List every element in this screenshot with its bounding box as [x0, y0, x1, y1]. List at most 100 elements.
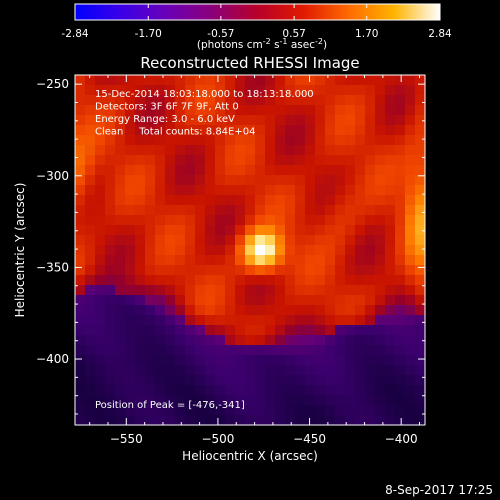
heatmap-cell: [235, 205, 246, 216]
heatmap-cell: [215, 265, 226, 276]
info-line: Clean Total counts: 8.84E+04: [95, 127, 255, 138]
heatmap-cell: [245, 355, 256, 366]
heatmap-cell: [325, 285, 336, 296]
heatmap-cell: [335, 225, 346, 236]
heatmap-cell: [215, 255, 226, 266]
heatmap-cell: [275, 285, 286, 296]
heatmap-cell: [315, 205, 326, 216]
heatmap-cell: [235, 195, 246, 206]
heatmap-cell: [305, 315, 316, 326]
heatmap-cell: [395, 365, 406, 376]
heatmap-cell: [395, 105, 406, 116]
heatmap-cell: [395, 255, 406, 266]
heatmap-cell: [225, 85, 236, 96]
heatmap-cell: [355, 355, 366, 366]
heatmap-cell: [145, 315, 156, 326]
heatmap-cell: [205, 415, 216, 426]
heatmap-cell: [105, 235, 116, 246]
heatmap-cell: [185, 295, 196, 306]
heatmap-cell: [305, 255, 316, 266]
heatmap-cell: [285, 335, 296, 346]
heatmap-cell: [105, 375, 116, 386]
plot-frame: [74, 74, 426, 426]
heatmap-cell: [325, 105, 336, 116]
heatmap-cell: [125, 395, 136, 406]
heatmap-cell: [145, 405, 156, 416]
heatmap-cell: [145, 345, 156, 356]
heatmap-cell: [215, 315, 226, 326]
heatmap-cell: [385, 75, 396, 86]
heatmap-cell: [205, 245, 216, 256]
heatmap-cell: [155, 345, 166, 356]
heatmap-cell: [255, 365, 266, 376]
heatmap-cell: [215, 165, 226, 176]
heatmap-cell: [205, 105, 216, 116]
heatmap-cell: [255, 205, 266, 216]
heatmap-cell: [225, 335, 236, 346]
heatmap-cell: [355, 85, 366, 96]
heatmap-cell: [305, 295, 316, 306]
heatmap-cell: [345, 315, 356, 326]
heatmap-cell: [205, 385, 216, 396]
heatmap-cell: [285, 125, 296, 136]
heatmap-cell: [85, 205, 96, 216]
heatmap-cell: [145, 145, 156, 156]
heatmap-cell: [335, 185, 346, 196]
heatmap-cell: [405, 135, 416, 146]
heatmap-cell: [375, 175, 386, 186]
heatmap-cell: [275, 195, 286, 206]
heatmap-cell: [265, 195, 276, 206]
heatmap-cell: [395, 375, 406, 386]
heatmap-cell: [235, 405, 246, 416]
heatmap-cell: [325, 325, 336, 336]
heatmap-cell: [265, 95, 276, 106]
heatmap-cell: [325, 245, 336, 256]
heatmap-cell: [155, 395, 166, 406]
heatmap-cell: [415, 335, 426, 346]
heatmap-cell: [325, 75, 336, 86]
heatmap-cell: [325, 395, 336, 406]
heatmap-cell: [175, 375, 186, 386]
heatmap-cell: [85, 255, 96, 266]
heatmap-cell: [285, 345, 296, 356]
y-tick-label: −350: [36, 260, 69, 274]
heatmap-cell: [375, 215, 386, 226]
heatmap-cell: [165, 285, 176, 296]
heatmap-cell: [325, 295, 336, 306]
heatmap-cell: [375, 135, 386, 146]
heatmap-image: [75, 75, 426, 426]
heatmap-cell: [225, 325, 236, 336]
heatmap-cell: [75, 365, 86, 376]
heatmap-cell: [395, 205, 406, 216]
heatmap-cell: [205, 115, 216, 126]
heatmap-cell: [185, 285, 196, 296]
heatmap-cell: [225, 135, 236, 146]
heatmap-cell: [85, 105, 96, 116]
heatmap-cell: [335, 315, 346, 326]
heatmap-cell: [325, 155, 336, 166]
heatmap-cell: [315, 325, 326, 336]
heatmap-cell: [395, 235, 406, 246]
heatmap-cell: [245, 265, 256, 276]
heatmap-cell: [115, 165, 126, 176]
heatmap-cell: [315, 145, 326, 156]
heatmap-cell: [375, 355, 386, 366]
heatmap-cell: [395, 115, 406, 126]
heatmap-cell: [115, 405, 126, 416]
heatmap-cell: [155, 285, 166, 296]
heatmap-cell: [355, 325, 366, 336]
heatmap-cell: [285, 355, 296, 366]
heatmap-cell: [395, 415, 406, 426]
heatmap-cell: [375, 375, 386, 386]
heatmap-cell: [195, 85, 206, 96]
heatmap-cell: [145, 275, 156, 286]
heatmap-cell: [255, 325, 266, 336]
heatmap-cell: [405, 185, 416, 196]
heatmap-cell: [235, 85, 246, 96]
heatmap-cell: [295, 315, 306, 326]
heatmap-cell: [145, 225, 156, 236]
heatmap-cell: [225, 315, 236, 326]
heatmap-cell: [275, 95, 286, 106]
heatmap-cell: [255, 245, 266, 256]
heatmap-cell: [245, 205, 256, 216]
